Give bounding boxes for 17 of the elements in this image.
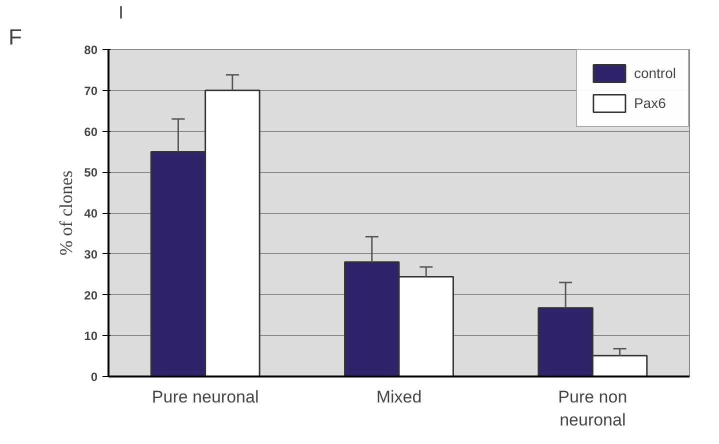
text: F <box>8 24 22 50</box>
x-tick-label: Mixed <box>376 388 422 406</box>
y-tick-label: 30 <box>84 247 98 262</box>
y-tick-label: 20 <box>84 288 98 302</box>
x-tick-label: Pure non neuronal <box>558 388 628 430</box>
y-tick-label: 0 <box>90 370 98 384</box>
y-tick-label: 50 <box>84 166 98 180</box>
legend-label: Pax6 <box>634 95 666 111</box>
x-tick-label: Pure neuronal <box>152 388 259 406</box>
y-tick-label: 60 <box>84 124 98 139</box>
y-tick-label: 70 <box>84 84 98 98</box>
y-tick-label: 40 <box>84 206 98 220</box>
y-axis-title: % of clones <box>56 170 76 256</box>
legend-label: control <box>634 65 676 81</box>
text: I <box>118 2 124 22</box>
y-tick-label: 80 <box>84 43 98 57</box>
y-tick-label: 10 <box>84 329 98 344</box>
